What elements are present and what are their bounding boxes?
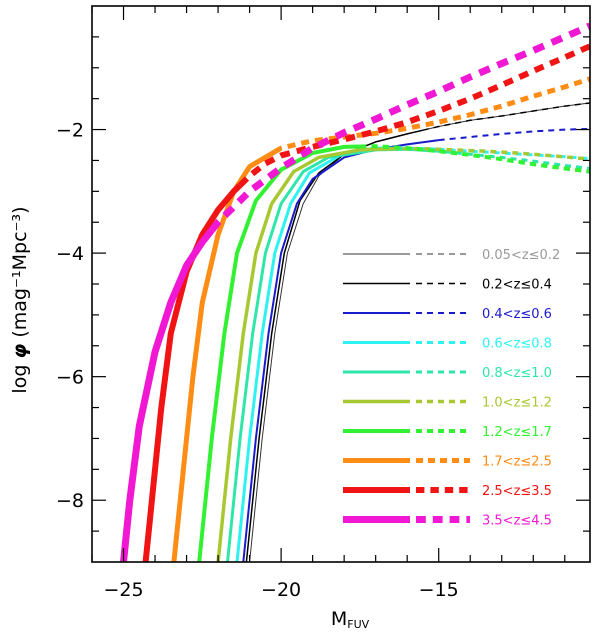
series-3-solid xyxy=(235,146,439,562)
series-7-solid xyxy=(171,149,277,562)
series-9-dashed xyxy=(209,22,590,233)
legend-label-9: 3.5<z≤4.5 xyxy=(482,514,552,529)
series-5-solid xyxy=(216,146,392,562)
tick-labels: −25 −20 −15 −8 −6 −4 −2 xyxy=(56,120,459,601)
legend-label-7: 1.7<z≤2.5 xyxy=(482,455,552,470)
legend-label-1: 0.2<z≤0.4 xyxy=(482,278,552,293)
series-1-dashed xyxy=(422,102,590,131)
series-6-solid xyxy=(197,144,360,562)
y-axis-title-prefix: log xyxy=(9,359,31,394)
x-tick-label: −15 xyxy=(419,579,459,601)
y-axis-title-units: (mag⁻¹Mpc⁻³) xyxy=(9,206,31,343)
y-tick-label: −6 xyxy=(56,367,84,389)
legend: 0.05<z≤0.2 0.2<z≤0.4 0.4<z≤0.6 0.6<z≤0.8 0.8… xyxy=(343,248,560,529)
series-0-solid xyxy=(249,133,408,562)
x-axis-title: MFUV xyxy=(331,608,370,631)
x-tick-label: −25 xyxy=(103,579,143,601)
x-axis-title-subscript: FUV xyxy=(347,618,369,631)
y-tick-label: −4 xyxy=(56,243,84,265)
legend-label-4: 0.8<z≤1.0 xyxy=(482,366,552,381)
y-axis-title: log φ (mag⁻¹Mpc⁻³) xyxy=(9,206,31,393)
legend-label-5: 1.0<z≤1.2 xyxy=(482,396,552,411)
series-2-dashed xyxy=(438,127,590,142)
y-tick-label: −2 xyxy=(56,120,84,142)
series-1-solid xyxy=(245,129,424,562)
series-8-dashed xyxy=(238,43,590,188)
series-7-dashed xyxy=(273,76,590,154)
series-5-dashed xyxy=(391,146,590,161)
legend-label-2: 0.4<z≤0.6 xyxy=(482,307,552,322)
legend-label-6: 1.2<z≤1.7 xyxy=(482,425,552,440)
series-layer xyxy=(120,22,590,562)
y-tick-label: −8 xyxy=(56,490,84,512)
x-axis-title-main: M xyxy=(331,608,347,630)
series-4-solid xyxy=(226,147,423,562)
axes xyxy=(91,5,591,563)
legend-label-3: 0.6<z≤0.8 xyxy=(482,337,552,352)
series-9-solid xyxy=(120,227,215,562)
x-tick-label: −20 xyxy=(261,579,301,601)
series-6-dashed xyxy=(359,144,590,174)
legend-label-8: 2.5<z≤3.5 xyxy=(482,484,552,499)
legend-label-0: 0.05<z≤0.2 xyxy=(482,248,560,263)
y-axis-title-symbol: φ xyxy=(9,344,31,359)
